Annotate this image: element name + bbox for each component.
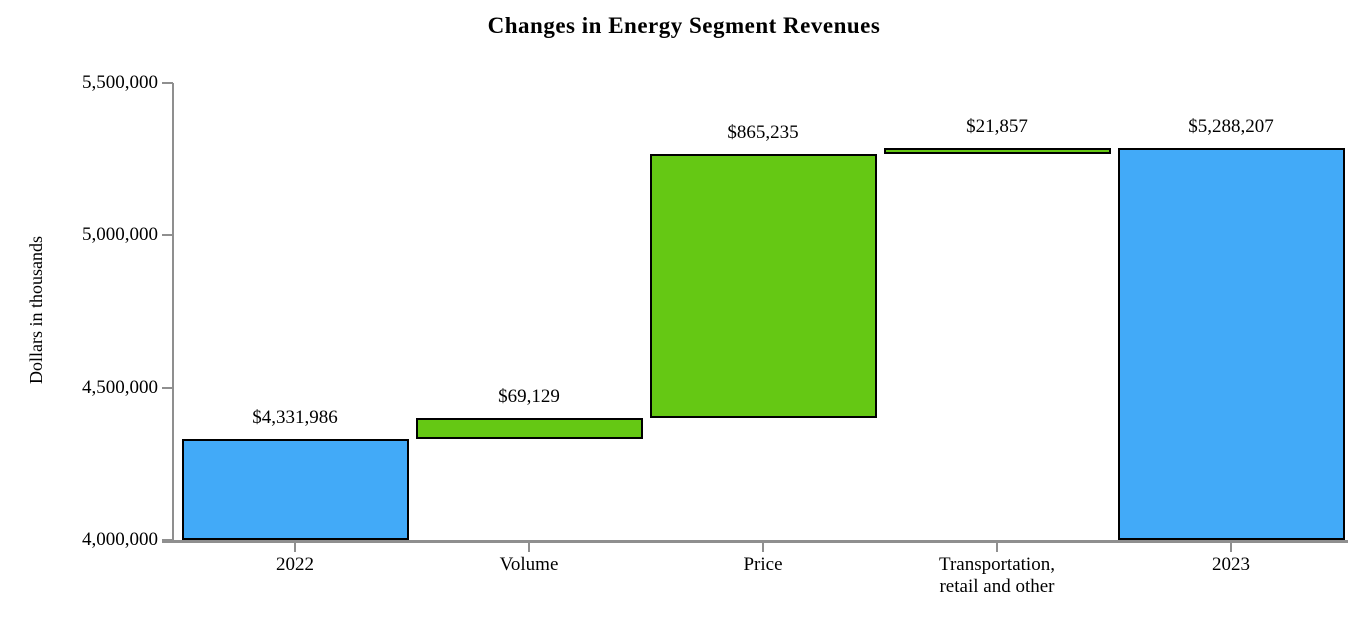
x-label-transportation-retail-other: Transportation, retail and other [882, 554, 1112, 598]
bar-2023 [1117, 147, 1345, 540]
x-label-2022: 2022 [180, 554, 410, 576]
x-label-price: Price [648, 554, 878, 576]
x-tick-price [762, 543, 764, 552]
x-tick-volume [528, 543, 530, 552]
data-label-volume: $69,129 [498, 385, 560, 407]
bar-2022 [181, 438, 409, 540]
x-label-2023: 2023 [1116, 554, 1346, 576]
x-label-line-transportation-retail-other-0: Transportation, [939, 554, 1055, 575]
y-tick-5000000 [162, 234, 173, 237]
x-label-line-volume-0: Volume [499, 554, 559, 575]
y-tick-label-4500000: 4,500,000 [82, 376, 158, 398]
bar-price [649, 154, 877, 418]
data-label-2022: $4,331,986 [252, 406, 338, 428]
x-tick-2022 [294, 543, 296, 552]
data-label-2023: $5,288,207 [1188, 115, 1274, 137]
y-tick-label-4000000: 4,000,000 [82, 529, 158, 550]
x-axis-line [162, 540, 1348, 543]
x-tick-2023 [1230, 543, 1232, 552]
x-label-volume: Volume [414, 554, 644, 576]
x-label-line-2023-0: 2023 [1212, 554, 1250, 575]
y-axis-title: Dollars in thousands [26, 236, 46, 384]
y-tick-4500000 [162, 386, 173, 389]
y-axis-line [172, 83, 174, 543]
y-tick-5500000 [162, 82, 173, 84]
x-label-line-transportation-retail-other-1: retail and other [939, 576, 1055, 597]
data-label-transportation-retail-other: $21,857 [966, 115, 1028, 137]
x-tick-transportation-retail-other [996, 543, 998, 552]
chart-title: Changes in Energy Segment Revenues [487, 13, 881, 38]
x-label-line-2022-0: 2022 [276, 554, 314, 575]
data-label-price: $865,235 [727, 122, 799, 144]
bar-transportation-retail-other [883, 147, 1111, 155]
x-label-line-price-0: Price [743, 554, 783, 575]
y-tick-label-5500000: 5,500,000 [82, 72, 158, 93]
y-tick-label-5000000: 5,000,000 [82, 224, 158, 246]
bar-volume [415, 417, 643, 439]
y-tick-4000000 [162, 539, 173, 541]
